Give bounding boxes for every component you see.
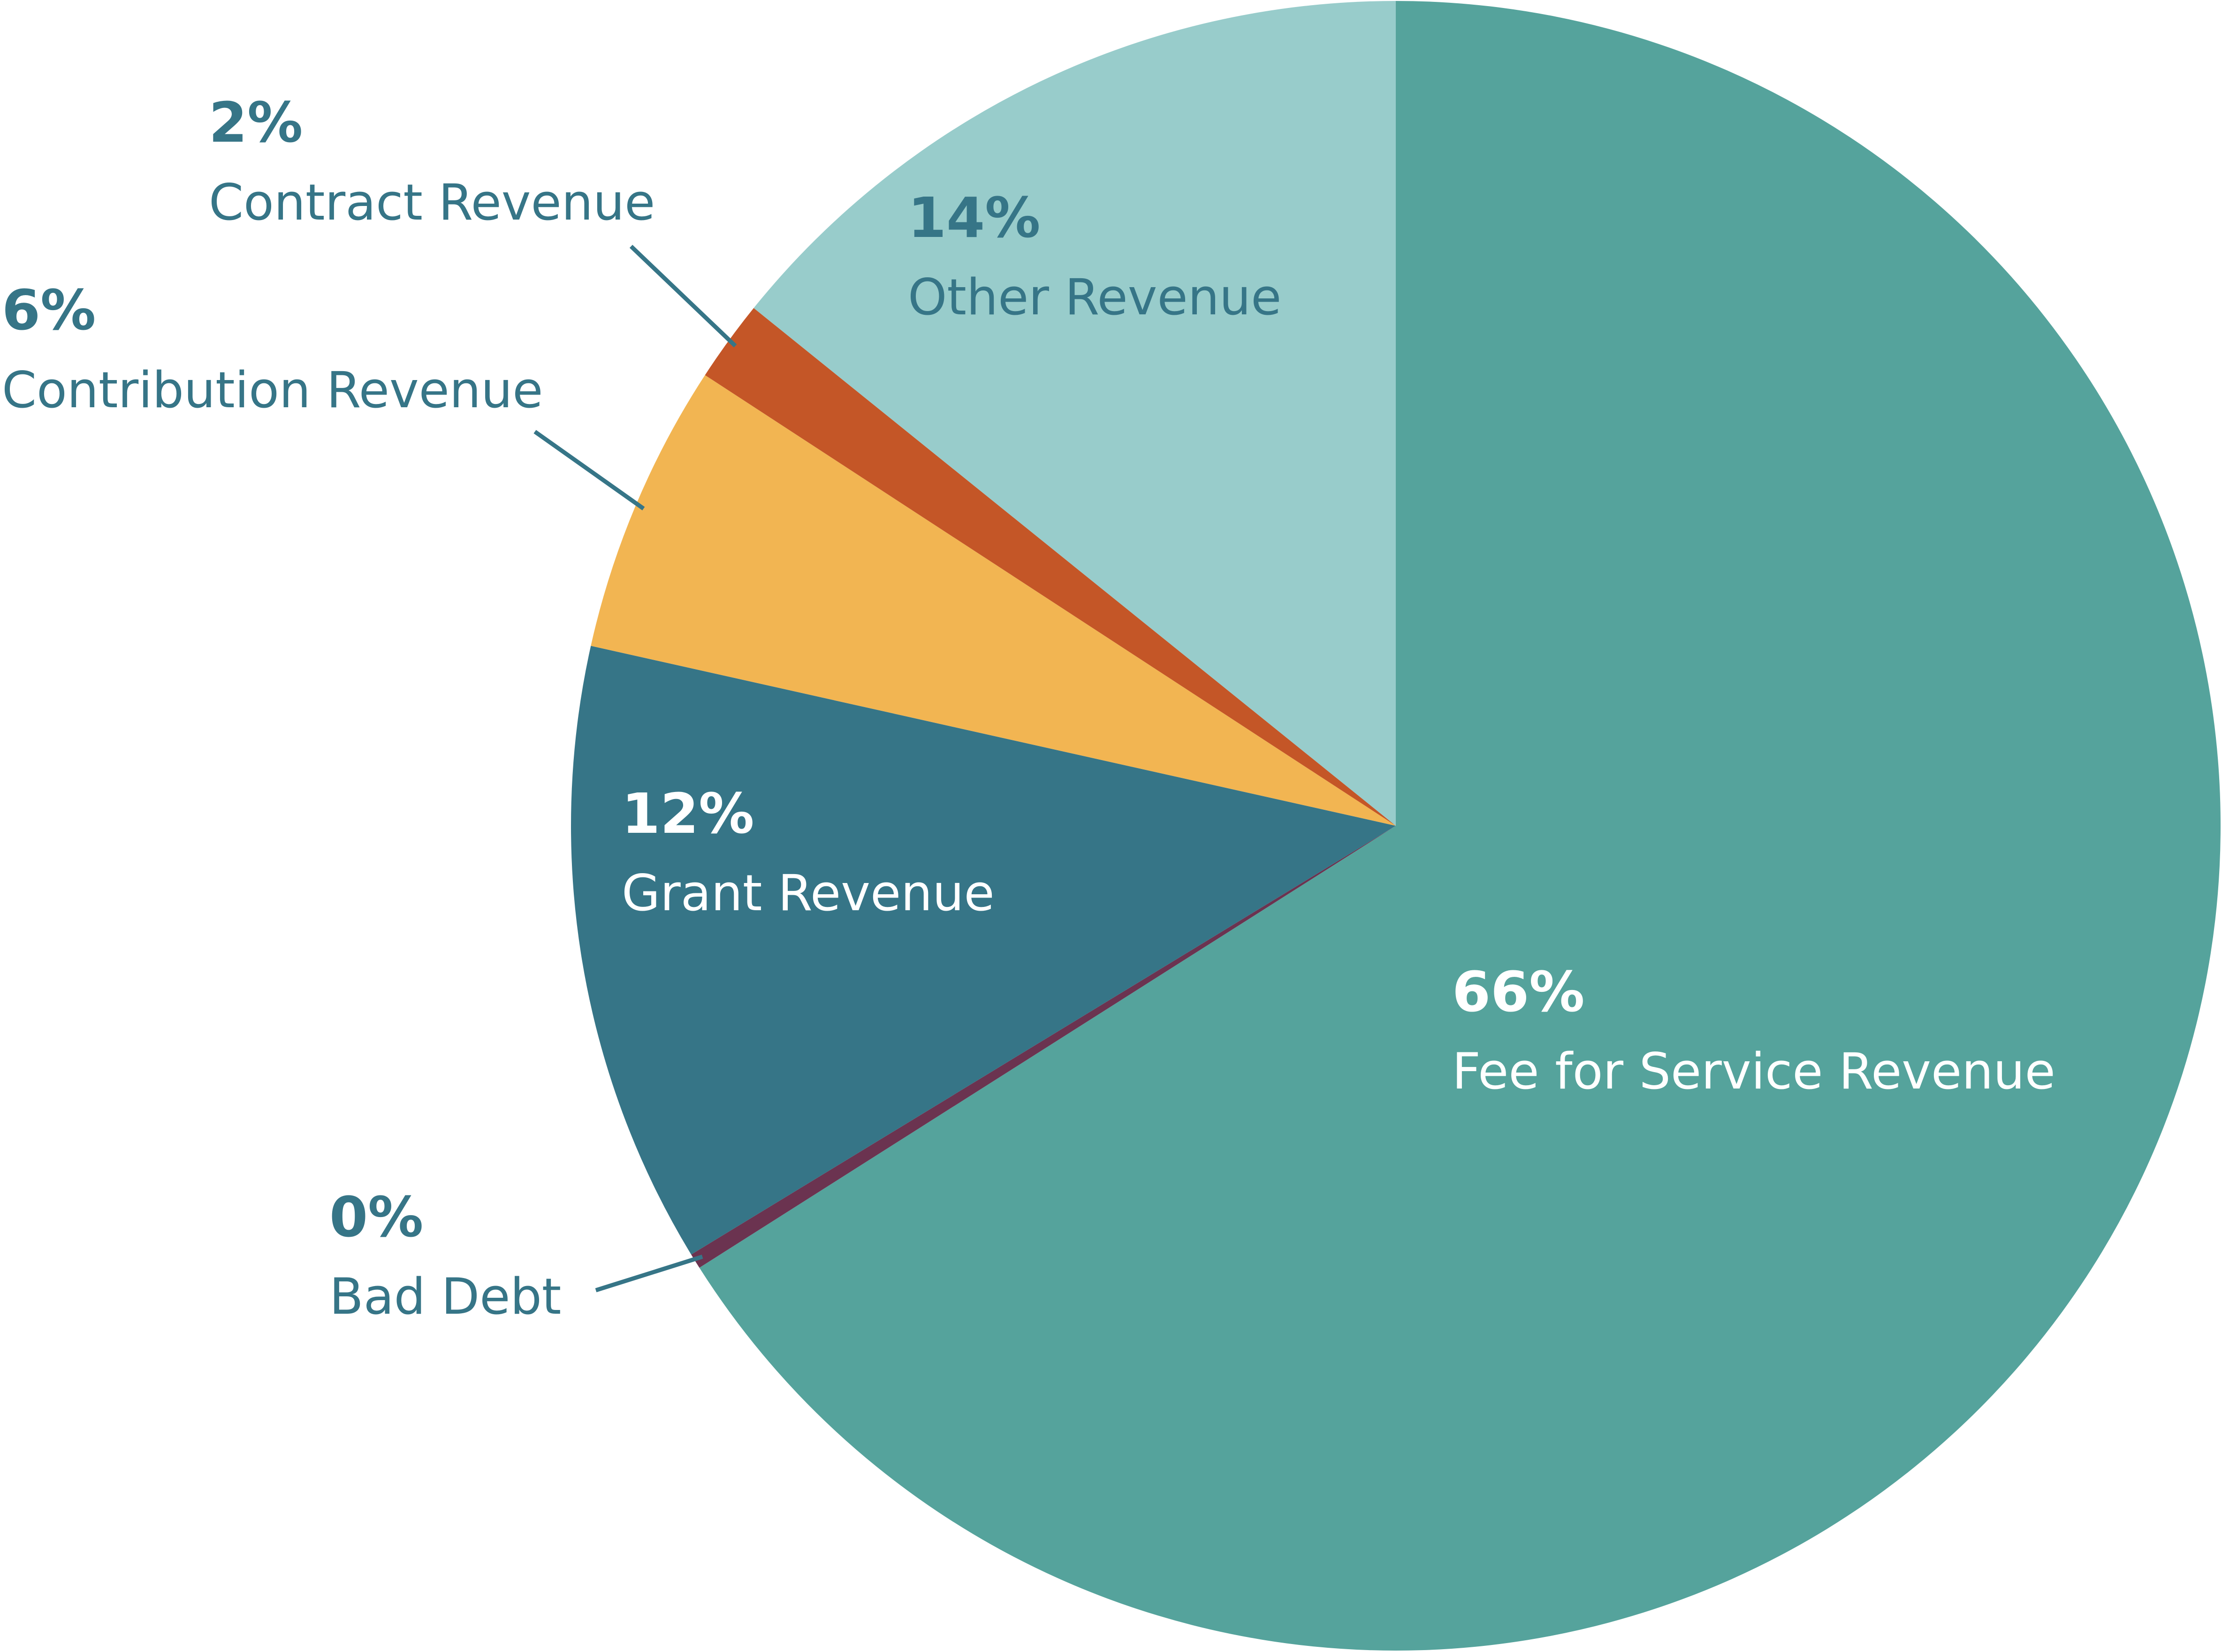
contract-percent-label: 2% xyxy=(209,90,303,155)
slice-label-fee-for-service: 66% Fee for Service Revenue xyxy=(1452,959,2055,1100)
leader-lines xyxy=(533,244,737,1293)
slice-label-bad-debt: 0% Bad Debt xyxy=(329,1185,561,1325)
slice-labels: 66% Fee for Service Revenue 0% Bad Debt … xyxy=(2,90,2055,1325)
slice-label-grant: 12% Grant Revenue xyxy=(622,781,995,922)
pie-slice-bad-debt xyxy=(691,826,1396,1268)
contract-name-label: Contract Revenue xyxy=(209,174,655,231)
other-percent-label: 14% xyxy=(908,185,1040,250)
contribution-leader-line xyxy=(533,430,645,510)
grant-percent-label: 12% xyxy=(622,781,754,846)
pie-slice-other-revenue xyxy=(753,1,1396,826)
fee-for-service-percent-label: 66% xyxy=(1452,959,1584,1024)
bad-debt-percent-label: 0% xyxy=(329,1185,423,1249)
bad-debt-leader-line xyxy=(595,1255,703,1293)
pie-slice-contribution-revenue xyxy=(591,375,1396,826)
pie-slice-fee-for-service-revenue xyxy=(699,1,2221,1651)
pie-slice-grant-revenue xyxy=(571,646,1396,1255)
other-name-label: Other Revenue xyxy=(908,268,1281,326)
contribution-percent-label: 6% xyxy=(2,278,96,343)
slice-label-contract: 2% Contract Revenue xyxy=(209,90,655,231)
grant-name-label: Grant Revenue xyxy=(622,864,995,922)
contribution-name-label: Contribution Revenue xyxy=(2,361,543,419)
pie-slices xyxy=(571,1,2221,1651)
bad-debt-name-label: Bad Debt xyxy=(329,1268,561,1325)
slice-label-contribution: 6% Contribution Revenue xyxy=(2,278,543,419)
pie-slice-contract-revenue xyxy=(705,308,1396,826)
fee-for-service-name-label: Fee for Service Revenue xyxy=(1452,1043,2055,1100)
slice-label-other: 14% Other Revenue xyxy=(908,185,1281,326)
contract-leader-line xyxy=(629,244,737,348)
